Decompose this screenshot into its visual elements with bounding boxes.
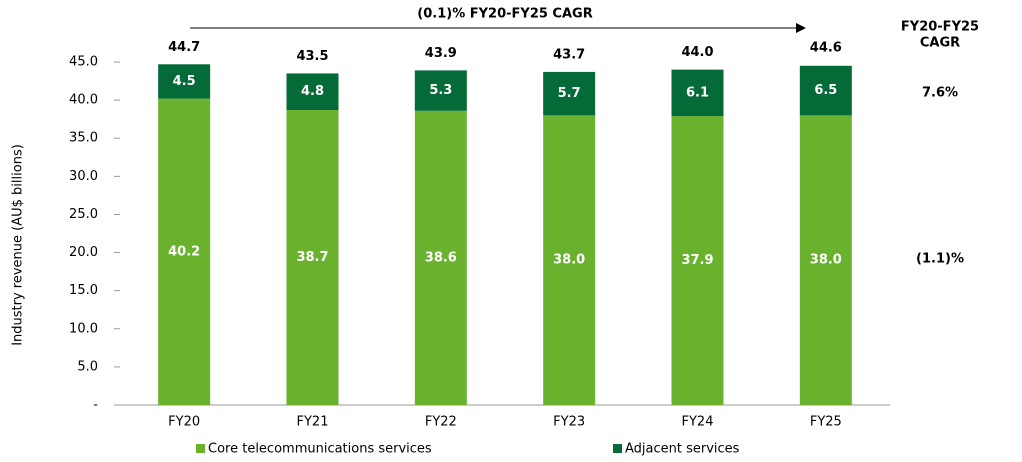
cagr-value: 7.6% [922, 86, 958, 101]
legend-swatch [613, 444, 622, 453]
y-tick-label: 40.0 [69, 93, 98, 108]
total-label: 43.7 [553, 47, 585, 62]
y-tick-label: 35.0 [69, 131, 98, 146]
cagr-header: FY20-FY25 [901, 20, 979, 35]
total-label: 43.9 [425, 46, 457, 61]
cagr-header: CAGR [920, 36, 960, 51]
bar-segment [158, 64, 211, 99]
bar-segment [414, 70, 467, 111]
y-tick-label: - [93, 398, 98, 413]
legend-label: Adjacent services [625, 442, 740, 457]
bar-segment [799, 115, 852, 405]
data-label: 5.7 [558, 86, 581, 101]
data-label: 38.6 [425, 250, 457, 265]
x-tick-label: FY24 [682, 415, 714, 430]
bar-segment [286, 110, 339, 406]
data-label: 6.5 [814, 83, 837, 98]
total-label: 44.6 [810, 41, 842, 56]
y-tick-label: 30.0 [69, 169, 98, 184]
data-label: 40.2 [168, 244, 200, 259]
data-label: 4.5 [173, 74, 196, 89]
x-tick-label: FY21 [297, 415, 329, 430]
bar-segment [543, 71, 596, 116]
x-tick-label: FY25 [810, 415, 842, 430]
y-tick-label: 25.0 [69, 207, 98, 222]
y-tick-label: 15.0 [69, 283, 98, 298]
legend-swatch [196, 444, 205, 453]
bar-segment [158, 98, 211, 405]
total-label: 44.7 [168, 40, 200, 55]
y-tick-label: 10.0 [69, 321, 98, 336]
legend-label: Core telecommunications services [208, 442, 432, 457]
bar-segment [671, 116, 724, 406]
y-axis-label: Industry revenue (AU$ billions) [11, 144, 26, 346]
data-label: 38.0 [810, 253, 842, 268]
total-label: 44.0 [681, 45, 713, 60]
data-label: 38.0 [553, 253, 585, 268]
bar-segment [671, 69, 724, 117]
data-label: 37.9 [681, 253, 713, 268]
x-tick-label: FY22 [425, 415, 457, 430]
y-tick-label: 20.0 [69, 245, 98, 260]
bar-segment [414, 110, 467, 405]
data-label: 38.7 [296, 250, 328, 265]
data-label: 5.3 [429, 83, 452, 98]
cagr-value: (1.1)% [916, 252, 964, 267]
x-tick-label: FY20 [168, 415, 200, 430]
x-tick-label: FY23 [553, 415, 585, 430]
y-tick-label: 5.0 [77, 359, 98, 374]
data-label: 4.8 [301, 84, 324, 99]
data-label: 6.1 [686, 85, 709, 100]
bar-segment [543, 115, 596, 405]
cagr-arrow-text: (0.1)% FY20-FY25 CAGR [417, 7, 592, 22]
bar-segment [286, 73, 339, 111]
y-tick-label: 45.0 [69, 55, 98, 70]
total-label: 43.5 [296, 49, 328, 64]
bar-segment [799, 65, 852, 116]
